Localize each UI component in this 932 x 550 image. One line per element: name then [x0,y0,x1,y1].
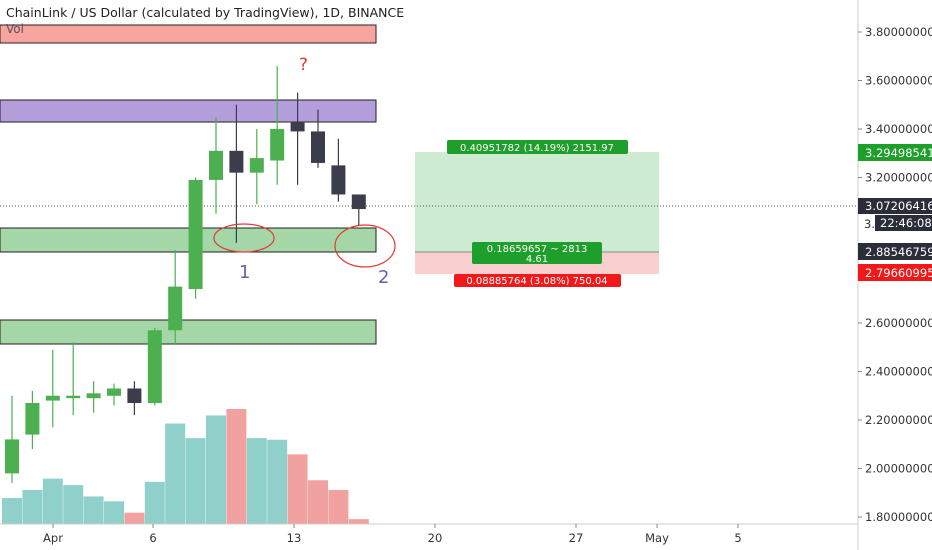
countdown-tag: 22:46:08 [880,216,932,230]
price-tick-label: 3.80000000 [865,25,932,39]
entry-price-tag-box [858,243,932,260]
volume-bar [185,438,206,524]
candle-body [147,330,162,404]
candle-body [290,121,305,132]
circle-annotation-1 [213,223,275,253]
price-tick-label: 2.60000000 [865,316,932,330]
candle-body [229,150,244,173]
candle-body [45,395,60,401]
volume-bar [348,519,369,524]
volume-bar [226,408,247,524]
candle-body [209,150,223,180]
candle-body [351,194,366,210]
price-tick-label: 2.00000000 [865,462,932,476]
circle-annotation-2 [334,224,396,268]
price-tick-label: 1.80000000 [865,510,932,524]
candle-body [86,393,101,399]
volume-bar [42,478,63,524]
stop-label-box [454,274,621,287]
target-label-box [447,140,628,154]
question-mark: ? [299,55,308,75]
candle-body [188,179,203,290]
candle-body [127,388,142,404]
vol-label: Vol [6,22,24,36]
time-tick-label: 27 [569,531,584,545]
chart-title: ChainLink / US Dollar (calculated by Tra… [6,5,404,20]
price-tick-label: 3.20000000 [865,171,932,185]
target-area [415,152,659,252]
center-label-line2: 4.61 [526,254,548,265]
time-tick-label: 20 [428,531,443,545]
price-tick-label: 2.20000000 [865,413,932,427]
target-price-tag-box [858,144,932,161]
target-label: 0.40951782 (14.19%) 2151.97 [460,143,614,154]
candle-body [5,439,19,474]
price-tick-label: 3.60000000 [865,74,932,88]
volume-bar [165,423,186,524]
volume-bar [308,480,328,524]
time-axis[interactable]: Apr 6 13 20 27 May 5 [43,524,742,545]
vol-zone-box[interactable] [0,24,377,44]
volume-bar [246,438,267,524]
volume-bar [22,489,43,524]
candle-body [107,388,121,396]
support-zone-box[interactable] [0,227,377,253]
candle-body [311,131,325,163]
price-tick-label: 2.40000000 [865,365,932,379]
volume-bar [104,501,124,524]
stop-price-tag-box [858,264,932,281]
volume-bar [2,498,22,524]
volume-bar [267,439,288,524]
time-tick-label: Apr [43,531,63,545]
volume-bar [328,489,349,524]
current-price-tag: 3.07206416 [865,199,932,213]
time-tick-label: 6 [149,531,156,545]
time-tick-label: 13 [287,531,302,545]
price-tick-label: 3.40000000 [865,122,932,136]
lower-support-zone-box[interactable] [0,319,377,345]
entry-price-tag: 2.88546759 [865,245,932,259]
target-price-tag: 3.29498541 [865,146,932,160]
candle-body [331,165,346,195]
candle-body [168,286,183,331]
candlesticks [5,65,366,484]
candle-body [66,395,81,399]
price-axis[interactable]: 3.80000000 3.60000000 3.40000000 3.20000000… [858,25,932,524]
stop-price-tag: 2.79660995 [865,266,932,280]
volume-bar [206,415,226,524]
volume-bar [287,454,308,524]
annotation-label-2: 2 [378,267,389,288]
candle-body [270,129,285,161]
current-price-tag-box [858,198,932,214]
volume-bar [83,496,104,524]
time-tick-label: 5 [734,531,741,545]
volume-bar [144,481,165,524]
volume-bar [63,485,84,524]
center-label-box [472,242,602,264]
candle-body [25,403,40,435]
annotation-label-1: 1 [239,262,250,283]
time-tick-label: May [645,531,669,545]
volume-bars [2,408,369,524]
stop-label: 0.08885764 (3.08%) 750.04 [466,276,607,287]
countdown-tag-box [875,215,932,231]
center-label-line1: 0.18659657 ~ 2813 [487,244,588,255]
partial-price-label: 3. [864,217,875,231]
volume-bar [124,512,145,524]
candle-body [249,158,264,173]
resistance-zone-box[interactable] [0,99,377,123]
